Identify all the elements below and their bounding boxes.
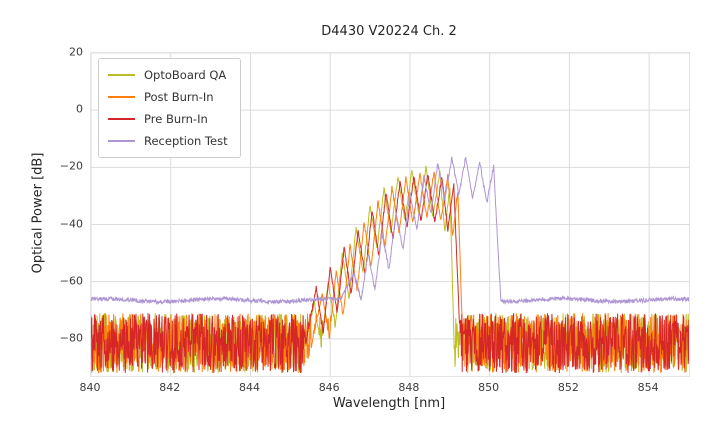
- x-tick-label: 840: [79, 381, 101, 394]
- legend-item: Reception Test: [108, 130, 228, 152]
- legend-label: OptoBoard QA: [144, 68, 227, 82]
- series-line-post-burn-in: [91, 171, 689, 374]
- series-line-pre-burn-in: [91, 174, 689, 374]
- legend-label: Reception Test: [144, 134, 228, 148]
- y-axis-label: Optical Power [dB]: [30, 152, 46, 274]
- y-tick-label: 0: [76, 102, 83, 116]
- y-tick-label: −60: [59, 274, 83, 288]
- chart-title: D4430 V20224 Ch. 2: [321, 24, 457, 39]
- legend-line-swatch: [108, 96, 135, 98]
- x-tick-label: 844: [238, 381, 260, 394]
- x-tick-label: 848: [398, 381, 420, 394]
- legend-label: Pre Burn-In: [144, 112, 208, 126]
- y-tick-label: −40: [59, 217, 83, 230]
- series-line-optoboard-qa: [91, 165, 689, 374]
- legend: OptoBoard QA Post Burn-In Pre Burn-In Re…: [98, 58, 241, 158]
- series-line-reception-test: [91, 156, 689, 306]
- x-tick-label: 850: [478, 381, 500, 394]
- y-tick-label: 20: [69, 45, 83, 59]
- x-tick-label: 852: [557, 381, 579, 394]
- legend-line-swatch: [108, 118, 135, 120]
- y-tick-label: −80: [59, 331, 83, 345]
- x-tick-label: 854: [637, 381, 659, 394]
- x-tick-label: 842: [159, 381, 181, 394]
- legend-label: Post Burn-In: [144, 90, 214, 104]
- legend-item: OptoBoard QA: [108, 64, 228, 86]
- x-axis-label: Wavelength [nm]: [332, 396, 446, 411]
- legend-item: Pre Burn-In: [108, 108, 228, 130]
- legend-line-swatch: [108, 74, 135, 76]
- legend-item: Post Burn-In: [108, 86, 228, 108]
- legend-line-swatch: [108, 140, 135, 142]
- x-tick-label: 846: [318, 381, 340, 394]
- y-tick-label: −20: [59, 159, 83, 173]
